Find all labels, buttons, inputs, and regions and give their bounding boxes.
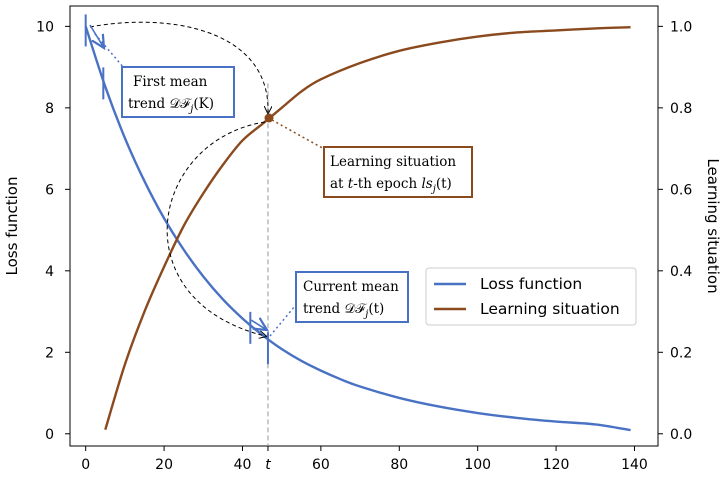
- left-tick-label: 0: [45, 427, 54, 443]
- arc-left-arrow: [166, 121, 265, 336]
- left-tick-label: 2: [45, 345, 54, 361]
- legend-label-loss: Loss function: [480, 275, 582, 293]
- leader-ls: [271, 119, 327, 151]
- x-tick-label: 40: [234, 457, 252, 473]
- legend-label-learning: Learning situation: [480, 300, 620, 318]
- left-axis-title: Loss function: [3, 177, 21, 276]
- x-tick-label: 80: [390, 457, 408, 473]
- blue-arrow-first: [89, 24, 104, 48]
- arc-top-arrow: [89, 21, 268, 112]
- series-loss-function: [84, 25, 631, 432]
- right-y-axis: 0.0 0.2 0.4 0.6 0.8 1.0: [658, 19, 692, 443]
- x-tick-label: 140: [621, 457, 648, 473]
- ann-cur-line2: trend 𝒟ℱj(t): [303, 301, 384, 320]
- left-y-axis: 0 2 4 6 8 10: [36, 19, 70, 443]
- leader-first: [94, 33, 125, 69]
- x-tick-label: 100: [464, 457, 491, 473]
- left-tick-label: 8: [45, 101, 54, 117]
- legend: Loss function Learning situation: [425, 267, 637, 326]
- x-tick-label: 60: [312, 457, 330, 473]
- ann-first-line1: First mean: [133, 74, 208, 90]
- right-tick-label: 0.2: [670, 345, 692, 361]
- annotation-first-mean: First mean trend 𝒟ℱj(K): [121, 66, 235, 118]
- right-tick-label: 1.0: [670, 19, 692, 35]
- plot-frame: [69, 5, 659, 447]
- x-axis: 0 20 40 t 60 80 100 120 140: [81, 446, 648, 473]
- x-tick-label: 20: [155, 457, 173, 473]
- learning-situation-point: [264, 113, 274, 123]
- right-tick-label: 0.4: [670, 264, 692, 280]
- annotation-current-mean: Current mean trend 𝒟ℱj(t): [295, 271, 409, 323]
- ann-first-line2: trend 𝒟ℱj(K): [128, 96, 214, 115]
- ann-cur-line1: Current mean: [303, 279, 399, 295]
- right-tick-label: 0.8: [670, 101, 692, 117]
- ann-ls-line2: at t-th epoch lsj(t): [330, 176, 452, 195]
- trend-marks: [84, 14, 269, 365]
- left-tick-label: 6: [45, 182, 54, 198]
- right-tick-label: 0.0: [670, 427, 692, 443]
- ann-ls-line1: Learning situation: [330, 154, 456, 170]
- right-axis-title: Learning situation: [704, 158, 720, 293]
- series-learning-situation: [104, 25, 631, 431]
- annotation-learning-situation: Learning situation at t-th epoch lsj(t): [323, 146, 473, 198]
- right-tick-label: 0.6: [670, 182, 692, 198]
- blue-arrow-current: [250, 320, 267, 330]
- x-tick-label: 120: [543, 457, 570, 473]
- x-tick-label: t: [265, 457, 271, 473]
- x-tick-label: 0: [81, 457, 90, 473]
- left-tick-label: 10: [36, 19, 54, 35]
- left-tick-label: 4: [45, 264, 54, 280]
